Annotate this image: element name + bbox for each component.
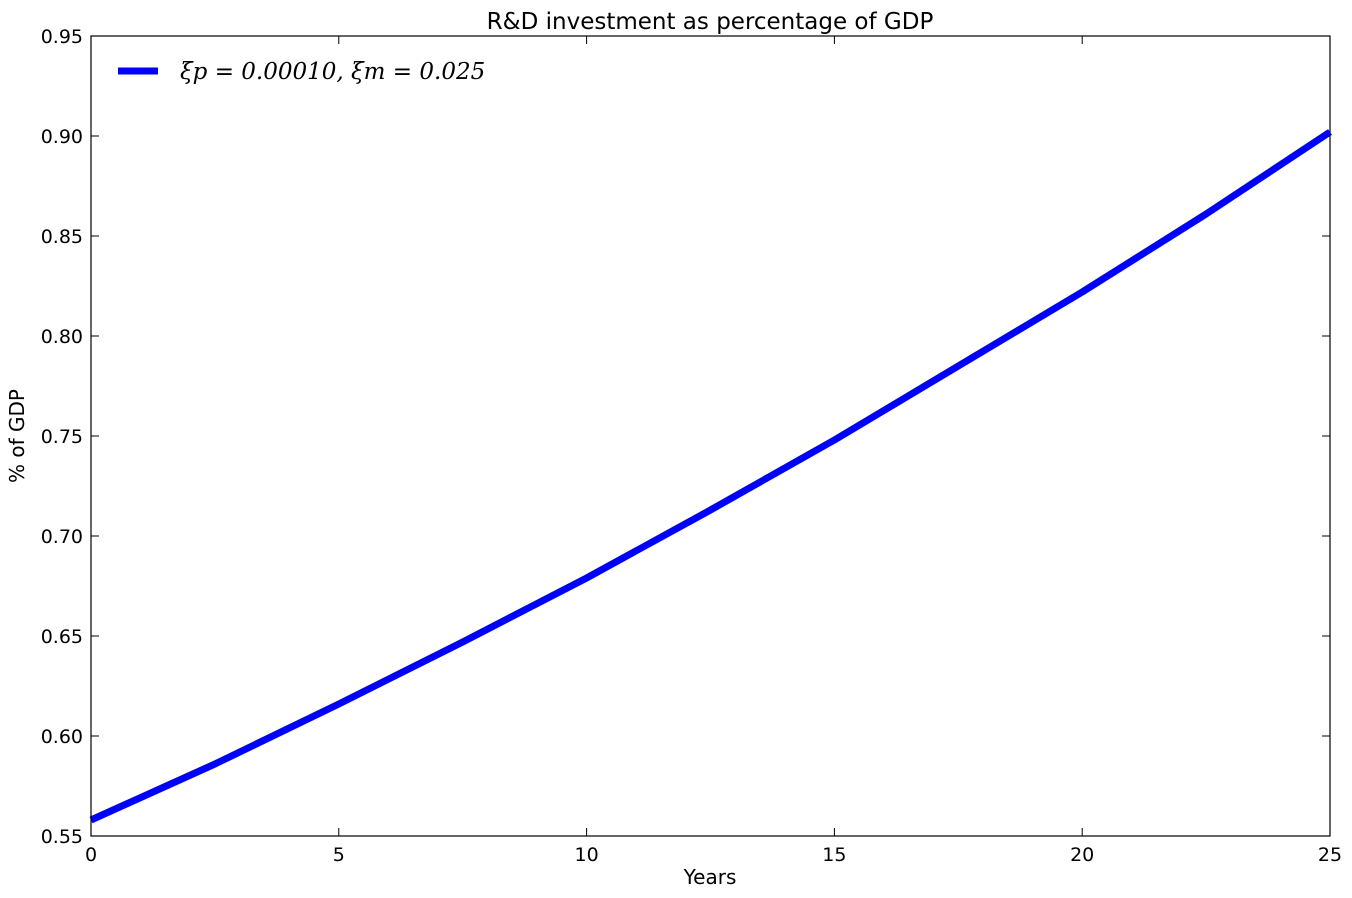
tick-labels-group: 0 5 10 15 20 25 0.55 0.60 0.65 0.70 0.75 0.80 0.85 0.… <box>41 26 1342 866</box>
y-tick-label: 0.90 <box>41 126 83 148</box>
x-tick-label: 10 <box>575 844 599 866</box>
legend: ξp = 0.00010, ξm = 0.025 <box>118 59 485 85</box>
y-tick-label: 0.80 <box>41 326 83 348</box>
plot-frame <box>90 35 1331 837</box>
y-tick-label: 0.70 <box>41 526 83 548</box>
y-axis-label: % of GDP <box>5 389 29 483</box>
x-tick-label: 5 <box>333 844 345 866</box>
y-tick-label: 0.75 <box>41 426 83 448</box>
x-tick-label: 20 <box>1070 844 1094 866</box>
plot-area <box>91 36 1330 836</box>
x-tick-label: 15 <box>822 844 846 866</box>
legend-entry: ξp = 0.00010, ξm = 0.025 <box>180 59 485 85</box>
x-tick-label: 0 <box>85 844 97 866</box>
x-tick-label: 25 <box>1318 844 1342 866</box>
x-axis-label: Years <box>683 865 737 889</box>
chart-title: R&D investment as percentage of GDP <box>487 9 934 35</box>
y-tick-label: 0.65 <box>41 626 83 648</box>
series-group <box>89 129 1332 824</box>
series-line <box>89 129 1332 824</box>
y-tick-label: 0.55 <box>41 826 83 848</box>
y-tick-label: 0.95 <box>41 26 83 48</box>
y-tick-label: 0.60 <box>41 726 83 748</box>
y-tick-label: 0.85 <box>41 226 83 248</box>
